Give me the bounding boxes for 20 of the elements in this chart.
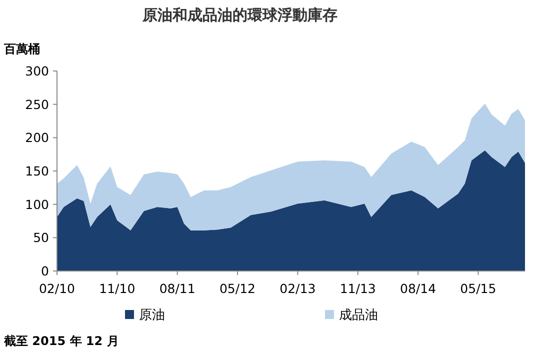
y-tick-label: 100 [25, 196, 50, 212]
x-tick-label: 02/13 [280, 281, 316, 296]
legend-label: 原油 [139, 308, 165, 323]
x-tick-label: 08/14 [400, 281, 436, 296]
y-tick-label: 200 [25, 130, 50, 146]
chart-title: 原油和成品油的環球浮動庫存 [142, 6, 338, 24]
y-tick-label: 300 [25, 64, 50, 78]
y-tick-label: 250 [25, 96, 50, 112]
legend-label: 成品油 [339, 308, 378, 323]
x-tick-label: 11/13 [340, 281, 376, 296]
y-tick-label: 0 [41, 264, 50, 278]
y-tick-label: 50 [33, 230, 50, 246]
x-tick-label: 08/11 [159, 281, 196, 296]
x-tick-label: 02/10 [38, 281, 76, 296]
text: 截至 2015 年 12 月 [3, 334, 119, 348]
y-axis-title: 百萬桶 [3, 42, 40, 56]
x-tick-label: 05/12 [220, 281, 256, 296]
x-tick-label: 11/10 [99, 281, 136, 296]
y-tick-label: 150 [25, 164, 50, 178]
x-tick-label: 05/15 [460, 281, 496, 296]
